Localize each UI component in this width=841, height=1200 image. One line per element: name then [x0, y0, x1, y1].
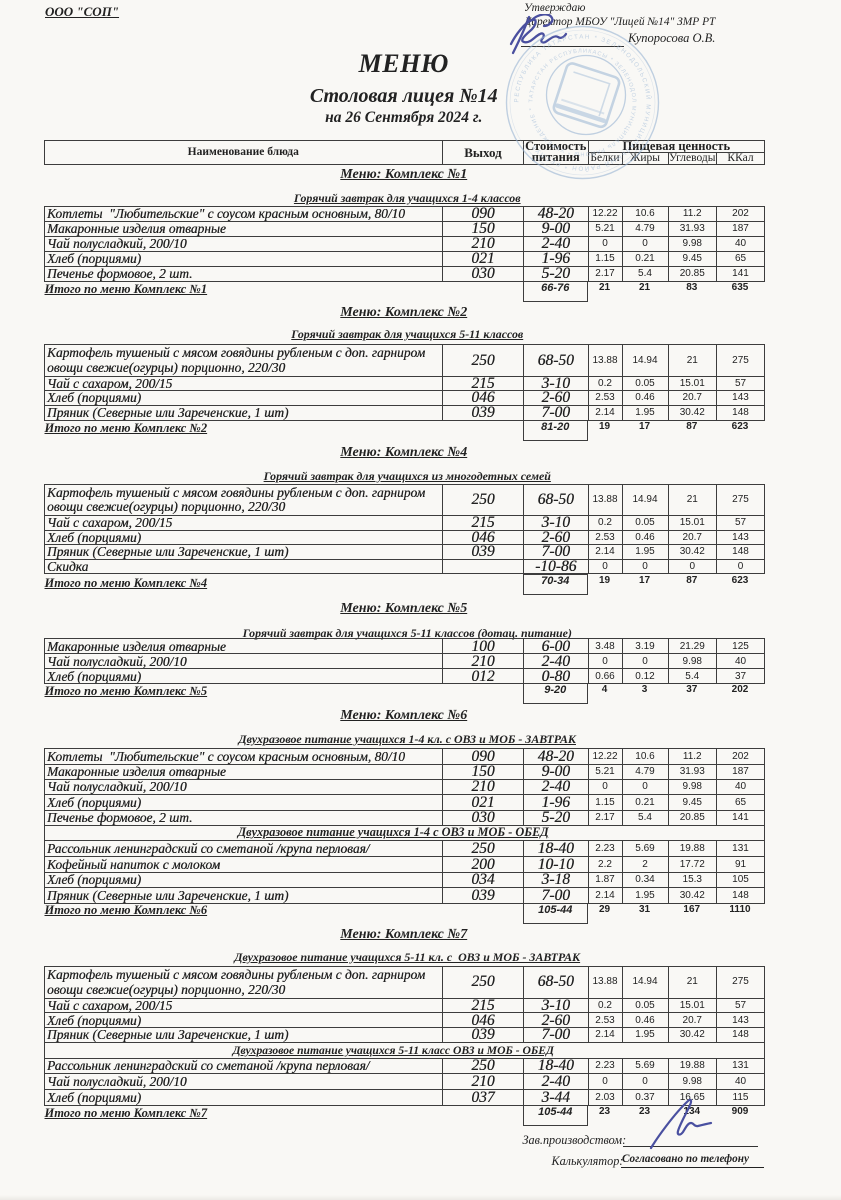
svg-text:ТАТАРСТАН РЕСПУБЛИКАСЫ * ЗЕЛЕН: ТАТАРСТАН РЕСПУБЛИКАСЫ * ЗЕЛЕНОДОЛ МУНИЦ… [528, 48, 636, 157]
